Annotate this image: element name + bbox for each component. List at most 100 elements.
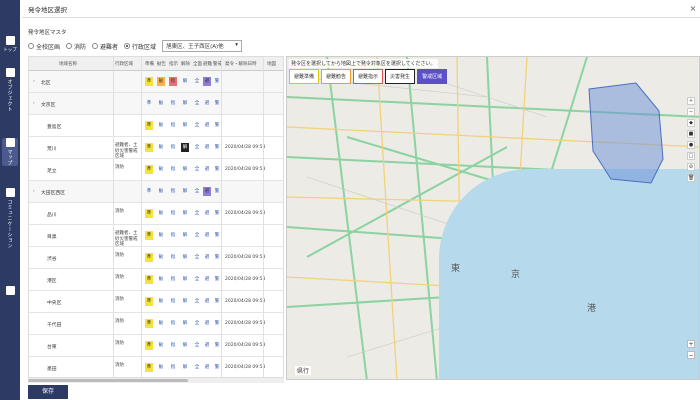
table-row[interactable]: › 大田区西区 準 勧 指 解 全避警 [29,181,283,203]
level-cell[interactable]: 指 [170,321,176,326]
table-row[interactable]: 中央区 消防 2020/04/28 09:53 準勧 指 解 全避警 [29,291,283,313]
level-cell[interactable]: 指 [170,277,176,282]
level-cell[interactable]: 全 [194,145,200,150]
zoom-in-button[interactable]: + [687,340,695,348]
level-cell[interactable]: 全 [194,167,200,172]
radio-all[interactable]: 全校区画 [28,42,60,51]
level-cell[interactable]: 全 [194,189,200,194]
level-cell[interactable]: 準 [145,319,153,328]
level-cell[interactable]: 全 [194,101,200,106]
level-cell[interactable]: 全 [194,321,200,326]
level-cell[interactable]: 全 [194,211,200,216]
level-cell[interactable]: 解 [182,299,188,304]
level-cell[interactable]: 避 [203,187,211,196]
level-cell[interactable]: 警 [214,211,220,216]
level-cell[interactable]: 指 [170,101,176,106]
level-cell[interactable]: 勧 [158,123,164,128]
level-cell[interactable]: 指 [170,145,176,150]
level-cell[interactable]: 準 [145,209,153,218]
level-cell[interactable]: 全 [194,277,200,282]
sidebar-item-map[interactable]: マップ [2,138,18,166]
level-cell[interactable]: 指 [170,123,176,128]
level-cell[interactable]: 警 [214,79,220,84]
level-cell[interactable]: 準 [145,363,153,372]
circle-tool-icon[interactable]: ● [687,141,695,149]
level-cell[interactable]: 解 [182,101,188,106]
zoom-out-button[interactable]: − [687,351,695,359]
legend-alert[interactable]: 警戒区域 [417,69,448,84]
level-cell[interactable]: 準 [146,189,152,194]
level-cell[interactable]: 全 [194,123,200,128]
legend-advise[interactable]: 避難勧告 [321,69,352,84]
level-cell[interactable]: 避 [204,123,210,128]
level-cell[interactable]: 準 [146,101,152,106]
polygon-tool-icon[interactable]: ◆ [687,119,695,127]
level-cell[interactable]: 勧 [158,299,164,304]
level-cell[interactable]: 全 [194,343,200,348]
level-cell[interactable]: 準 [145,253,153,262]
save-button[interactable]: 保存 [28,385,68,399]
square-tool-icon[interactable]: □ [687,152,695,160]
table-row[interactable]: 墨田 消防 2020/04/28 09:53 準勧 指 解 全避警 [29,357,283,377]
level-cell[interactable]: 指 [170,299,176,304]
table-row[interactable]: 渋谷 消防 2020/04/28 09:53 準勧 指 解 全避警 [29,247,283,269]
level-cell[interactable]: 準 [145,121,153,130]
sidebar-item-top[interactable]: トップ [2,36,18,53]
level-cell[interactable]: 解 [182,211,188,216]
table-row[interactable]: 港区 消防 2020/04/28 09:53 準勧 指 解 全避警 [29,269,283,291]
level-cell[interactable]: 勧 [158,343,164,348]
selected-area-polygon[interactable] [581,81,671,191]
level-cell[interactable]: 準 [145,231,153,240]
level-cell[interactable]: 警 [214,233,220,238]
rectangle-tool-icon[interactable]: ■ [687,130,695,138]
level-cell[interactable]: 解 [182,321,188,326]
level-cell[interactable]: 警 [214,123,220,128]
level-cell[interactable]: 避 [204,299,210,304]
table-row[interactable]: 荒川 避難者、土砂災害警戒区域 2020/04/28 09:53 準勧 指解全避警 [29,137,283,159]
table-horizontal-scrollbar[interactable] [28,378,284,383]
level-cell[interactable]: 避 [204,321,210,326]
level-cell[interactable]: 警 [214,299,220,304]
level-cell[interactable]: 勧 [158,321,164,326]
level-cell[interactable]: 避 [204,343,210,348]
level-cell[interactable]: 警 [214,189,220,194]
table-row[interactable]: › 北区 準勧指解 全避警 [29,71,283,93]
area-select[interactable]: 旭東区、王子西区(A)他 ▾ [162,40,243,52]
level-cell[interactable]: 警 [214,255,220,260]
level-cell[interactable]: 解 [182,343,188,348]
level-cell[interactable]: 勧 [158,233,164,238]
cancel-icon[interactable]: ⊘ [687,163,695,171]
trash-icon[interactable]: 🗑 [687,174,695,182]
level-cell[interactable]: 準 [145,77,153,86]
level-cell[interactable]: 解 [182,189,188,194]
table-row[interactable]: 豊島区 準勧 指 解 全避警 [29,115,283,137]
sidebar-item-settings[interactable] [2,286,18,297]
level-cell[interactable]: 指 [170,365,176,370]
level-cell[interactable]: 解 [182,365,188,370]
level-cell[interactable]: 勧 [158,101,164,106]
level-cell[interactable]: 全 [194,255,200,260]
table-row[interactable]: 台東 消防 2020/04/28 09:53 準勧 指 解 全避警 [29,335,283,357]
level-cell[interactable]: 指 [170,233,176,238]
remove-icon[interactable]: − [687,108,695,116]
level-cell[interactable]: 警 [214,321,220,326]
level-cell[interactable]: 勧 [158,255,164,260]
level-cell[interactable]: 避 [204,101,210,106]
sidebar-item-object[interactable]: オブジェクト [2,68,18,112]
add-point-icon[interactable]: ＋ [687,97,695,105]
level-cell[interactable]: 避 [203,77,211,86]
level-cell[interactable]: 準 [145,341,153,350]
level-cell[interactable]: 勧 [158,365,164,370]
level-cell[interactable]: 指 [170,189,176,194]
level-cell[interactable]: 警 [214,277,220,282]
level-cell[interactable]: 解 [182,233,188,238]
level-cell[interactable]: 警 [214,167,220,172]
level-cell[interactable]: 警 [214,145,220,150]
level-cell[interactable]: 避 [204,211,210,216]
close-icon[interactable]: × [689,4,697,13]
legend-order[interactable]: 避難指示 [353,69,384,84]
level-cell[interactable]: 指 [170,343,176,348]
level-cell[interactable]: 解 [182,277,188,282]
legend-disaster[interactable]: 災害発生 [385,69,416,84]
map-canvas[interactable]: 発令区を選択してから地図上で発令対象区を選択してください。 避難準備 避難勧告 … [286,56,700,380]
